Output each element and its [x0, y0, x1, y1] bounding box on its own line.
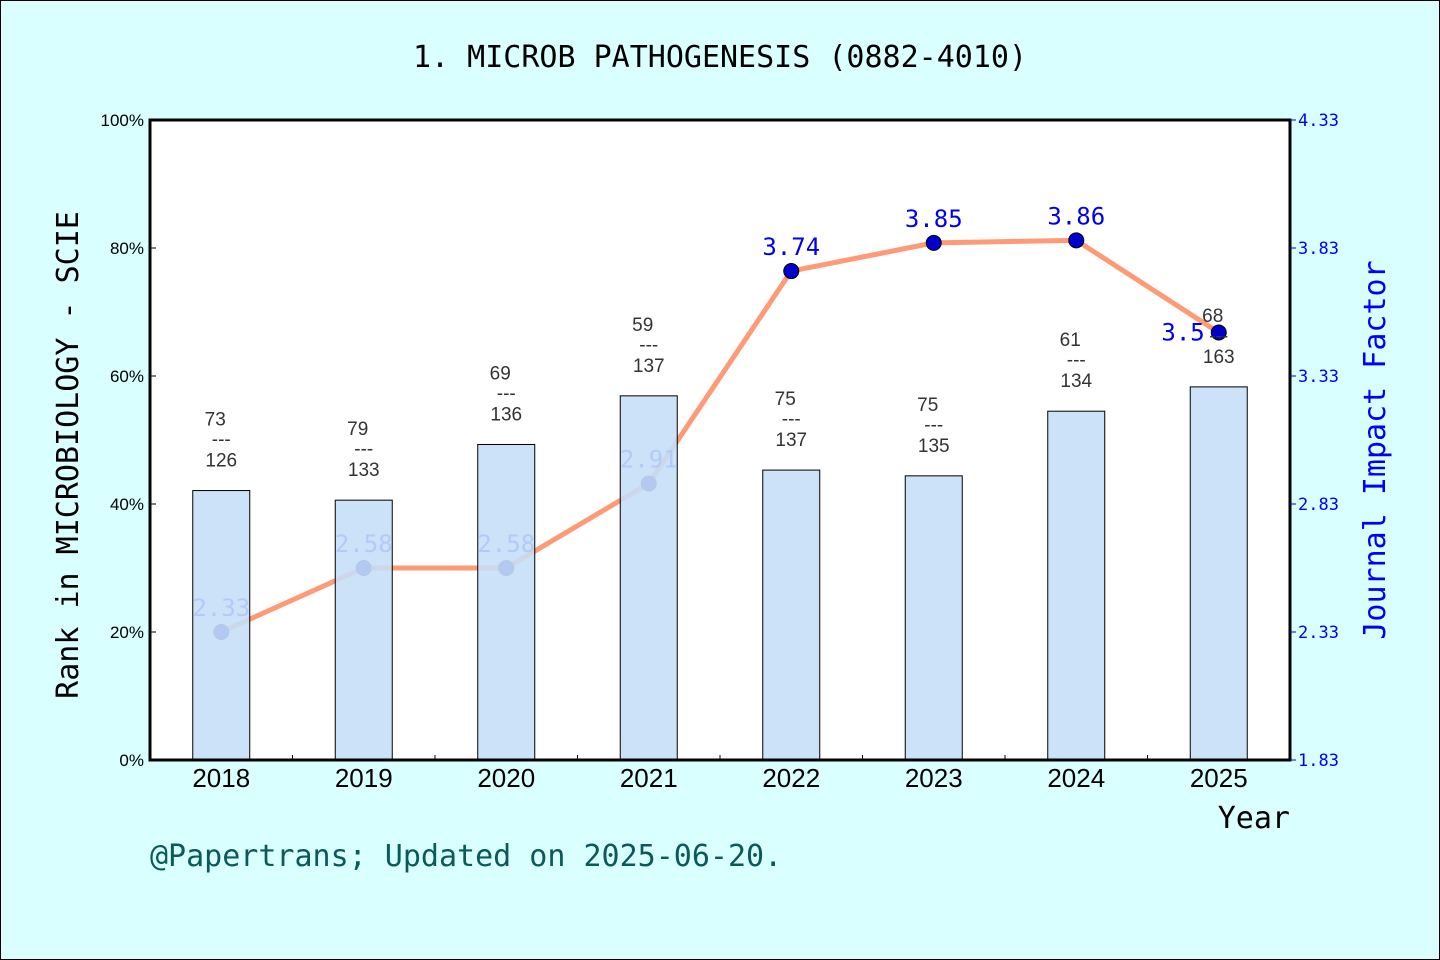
impact-factor-label: 3.5: [1161, 318, 1204, 346]
rank-label: 59: [632, 315, 653, 336]
right-tick-label: 2.83: [1298, 495, 1339, 515]
rank-divider: ---: [924, 415, 943, 436]
rank-label: 68: [1202, 306, 1223, 327]
left-tick-label: 100%: [101, 111, 144, 130]
total-label: 135: [918, 436, 950, 457]
impact-factor-point: [1210, 324, 1227, 341]
total-label: 136: [490, 404, 522, 425]
impact-factor-label: 3.85: [905, 205, 963, 233]
rank-bar: [762, 469, 821, 761]
rank-label: 75: [775, 389, 796, 410]
rank-divider: ---: [212, 430, 231, 451]
rank-divider: ---: [1209, 326, 1228, 347]
rank-label: 75: [917, 395, 938, 416]
x-tick-label: 2019: [335, 763, 393, 793]
right-tick-label: 3.83: [1298, 239, 1339, 259]
right-tick-label: 1.83: [1298, 751, 1339, 771]
chart-title: 1. MICROB PATHOGENESIS (0882-4010): [413, 40, 1027, 75]
x-tick-label: 2022: [762, 763, 820, 793]
rank-label: 69: [490, 363, 511, 384]
rank-bar: [904, 475, 963, 761]
impact-factor-point: [1068, 232, 1085, 249]
x-tick-label: 2023: [905, 763, 963, 793]
left-tick-label: 60%: [110, 367, 144, 386]
x-axis-label: Year: [1218, 801, 1290, 836]
rank-label: 79: [347, 419, 368, 440]
impact-factor-point: [925, 234, 942, 251]
total-label: 137: [633, 356, 665, 377]
rank-divider: ---: [782, 409, 801, 430]
rank-bar: [1047, 410, 1106, 761]
left-tick-label: 80%: [110, 239, 144, 258]
rank-bar: [619, 395, 678, 761]
left-tick-label: 20%: [110, 623, 144, 642]
x-tick-label: 2020: [477, 763, 535, 793]
x-tick-label: 2024: [1047, 763, 1105, 793]
total-label: 133: [348, 460, 380, 481]
total-label: 126: [205, 451, 237, 472]
rank-label: 73: [205, 410, 226, 431]
rank-divider: ---: [639, 335, 658, 356]
rank-bar: [334, 499, 393, 761]
rank-bar: [192, 490, 251, 761]
right-axis-label: Journal Impact Factor: [1358, 260, 1393, 639]
right-tick-label: 2.33: [1298, 623, 1339, 643]
left-axis-label: Rank in MICROBIOLOGY - SCIE: [51, 211, 86, 699]
right-tick-label: 4.33: [1298, 111, 1339, 131]
x-tick-label: 2018: [192, 763, 250, 793]
total-label: 163: [1203, 347, 1235, 368]
left-tick-label: 40%: [110, 495, 144, 514]
rank-bar: [477, 443, 536, 761]
x-tick-label: 2025: [1190, 763, 1248, 793]
x-tick-label: 2021: [620, 763, 678, 793]
footer-note: @Papertrans; Updated on 2025-06-20.: [150, 839, 782, 874]
rank-divider: ---: [354, 439, 373, 460]
rank-divider: ---: [497, 383, 516, 404]
right-tick-label: 3.33: [1298, 367, 1339, 387]
total-label: 134: [1060, 371, 1092, 392]
impact-factor-label: 3.74: [762, 233, 820, 261]
impact-factor-label: 3.86: [1047, 202, 1105, 230]
impact-factor-point: [783, 263, 800, 280]
rank-divider: ---: [1067, 350, 1086, 371]
rank-label: 61: [1060, 330, 1081, 351]
total-label: 137: [775, 430, 807, 451]
plot-area: [150, 120, 1290, 760]
rank-bar: [1189, 386, 1248, 761]
left-tick-label: 0%: [119, 751, 144, 770]
